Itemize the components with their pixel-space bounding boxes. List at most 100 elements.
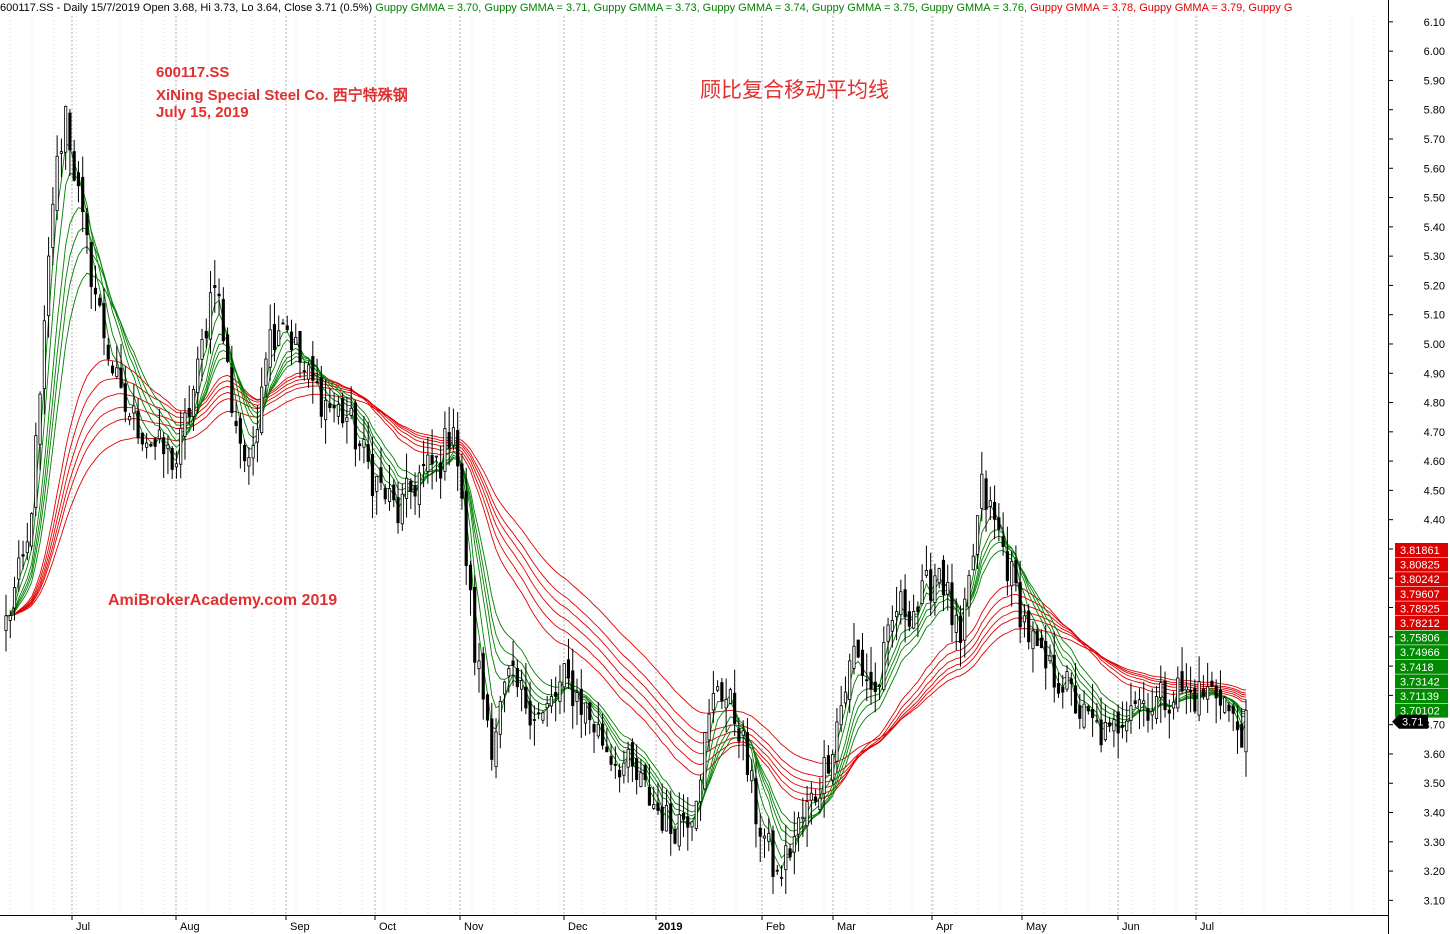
candle-body [392, 484, 396, 501]
candle-body [315, 381, 319, 384]
price-tick-label: 5.20 [1424, 280, 1445, 292]
header-gmma-value: Guppy GMMA = 3.76, [917, 2, 1028, 14]
candle-body [877, 685, 882, 688]
candle-body [1159, 682, 1163, 698]
candle-body [1120, 724, 1124, 728]
candle-body [247, 457, 251, 467]
candle-body [788, 848, 792, 858]
candle-body [1214, 685, 1218, 699]
candle-body [89, 242, 93, 288]
gmma-value-label-bg [1395, 630, 1448, 645]
candle-body [758, 827, 762, 837]
date-tick-label: Apr [936, 921, 953, 933]
candle-body [711, 693, 715, 711]
candle-body [958, 615, 963, 643]
candle-body [537, 712, 541, 715]
candle-body [639, 772, 643, 787]
price-tick-label: 6.10 [1424, 17, 1445, 29]
candle-body [532, 719, 536, 721]
candle-body [1201, 688, 1205, 697]
candle-body [1112, 719, 1116, 732]
candle-body [473, 586, 477, 663]
candle-body [1167, 709, 1171, 714]
candle-body [686, 816, 690, 828]
candle-body [42, 320, 46, 390]
candle-body [72, 151, 76, 181]
header-gmma-value: Guppy GMMA = 3.71, [481, 2, 591, 14]
candle-body [47, 255, 51, 317]
candle-body [234, 420, 238, 427]
candle-body [600, 723, 605, 746]
candle-body [128, 416, 132, 421]
candle-body [575, 692, 579, 703]
price-tick-label: 5.90 [1424, 75, 1445, 87]
candle-body [784, 845, 788, 871]
gmma-value-label-bg [1395, 674, 1448, 689]
candle-body [1099, 719, 1103, 746]
date-tick-label: 2019 [658, 921, 682, 933]
price-tick-label: 6.00 [1424, 46, 1445, 58]
chart-header: 600117.SS - Daily 15/7/2019 Open 3.68, H… [0, 0, 1388, 16]
candle-body [882, 642, 886, 690]
long-ema-line [6, 385, 1247, 778]
date-tick-label: Aug [180, 921, 200, 933]
candle-body [745, 732, 750, 775]
price-tick-label: 3.60 [1424, 749, 1445, 761]
candle-body [895, 611, 899, 618]
price-tick-label: 4.90 [1424, 368, 1445, 380]
price-tick-label: 5.10 [1424, 310, 1445, 322]
candle-body [132, 405, 136, 414]
candle-body [843, 691, 848, 704]
date-tick-label: Jul [76, 921, 90, 933]
candle-body [1044, 641, 1048, 669]
candle-body [1052, 654, 1056, 688]
candle-body [1223, 697, 1227, 713]
candle-body [954, 614, 958, 633]
candle-body [873, 681, 877, 693]
candle-body [34, 435, 38, 508]
candle-body [890, 619, 894, 632]
candle-body [997, 517, 1001, 530]
candle-body [358, 443, 362, 447]
candle-body [660, 806, 664, 831]
candle-body [170, 447, 174, 470]
candle-body [306, 364, 311, 380]
candle-body [221, 299, 225, 342]
candle-body [733, 692, 737, 724]
candle-body [208, 292, 213, 340]
candle-body [187, 407, 191, 417]
gmma-value-label: 3.71139 [1400, 691, 1439, 703]
candle-body [268, 329, 272, 368]
candle-body [174, 463, 179, 468]
candle-body [191, 388, 196, 418]
candle-body [1082, 703, 1086, 728]
candle-body [362, 439, 366, 448]
candle-body [213, 285, 217, 288]
candle-body [149, 443, 153, 447]
candle-body [4, 615, 8, 631]
candle-body [243, 444, 247, 462]
candle-body [826, 755, 830, 774]
candle-body [809, 792, 813, 801]
candle-body [886, 624, 890, 642]
candle-body [251, 445, 255, 459]
price-tick-label: 5.40 [1424, 222, 1445, 234]
candle-body [200, 339, 204, 360]
candle-body [626, 748, 630, 768]
candle-body [971, 555, 975, 571]
gmma-value-label-bg [1395, 557, 1448, 572]
date-tick-label: Nov [464, 921, 484, 933]
candle-body [255, 429, 259, 443]
date-tick-label: Dec [568, 921, 588, 933]
candle-body [545, 703, 549, 709]
candle-body [226, 334, 230, 362]
candle-body [430, 454, 434, 465]
long-ema-line [6, 381, 1247, 784]
candle-body [946, 582, 950, 595]
candle-body [541, 712, 545, 721]
candle-body [771, 830, 775, 877]
candle-body [1027, 610, 1031, 643]
candle-body [260, 386, 264, 434]
gmma-value-label-bg [1395, 703, 1448, 718]
candle-body [592, 724, 596, 733]
